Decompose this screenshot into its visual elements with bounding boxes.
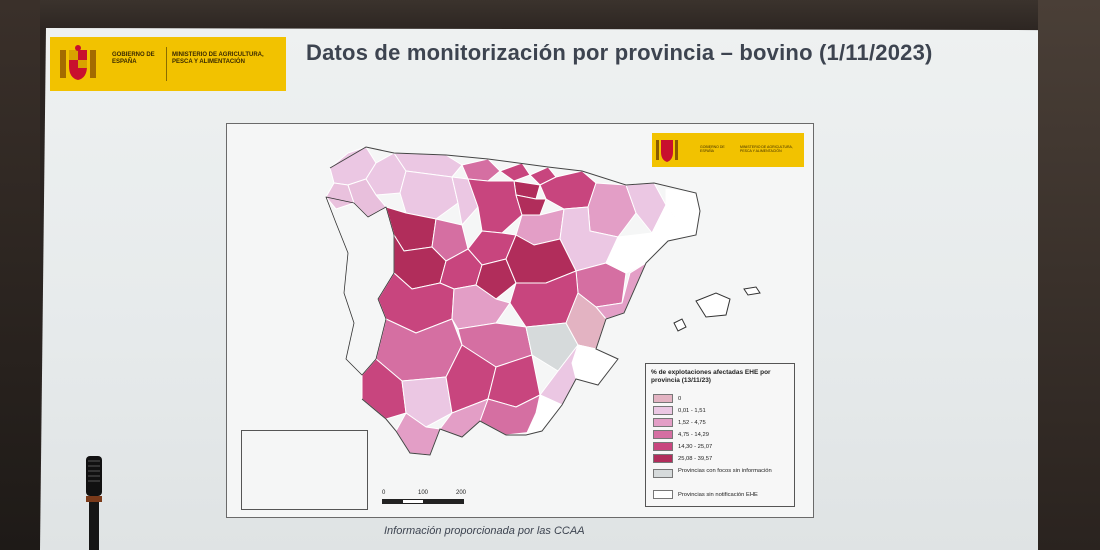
province-pontevedra (325, 182, 355, 210)
room-background-right (1038, 0, 1100, 550)
province-alicante (571, 344, 619, 386)
legend-swatch (653, 454, 673, 463)
portugal-outline (325, 196, 395, 376)
room-background-top (0, 0, 1100, 30)
legend-swatch (653, 490, 673, 499)
banner-divider (166, 47, 167, 81)
province-toledo (451, 284, 511, 330)
map-scale-bar: 0 100 200 (382, 490, 482, 510)
scale-tick-0: 0 (382, 490, 386, 496)
island-menorca (743, 286, 761, 296)
legend-title: % de explotaciones afectadas EHE por pro… (651, 369, 771, 384)
legend-item: 4,75 - 14,29 (653, 430, 709, 439)
island-ibiza (673, 318, 687, 332)
province-cantabria (461, 158, 501, 182)
source-footnote: Información proporcionada por las CCAA (384, 525, 585, 537)
room-background-left (0, 0, 40, 550)
microphone-icon (86, 456, 102, 550)
legend-swatch (653, 394, 673, 403)
province-sevilla (401, 376, 453, 428)
legend-item: 14,30 - 25,07 (653, 442, 712, 451)
banner-government-label: GOBIERNO DE ESPAÑA (112, 52, 155, 65)
map-government-banner: GOBIERNO DE ESPAÑA MINISTERIO DE AGRICUL… (652, 133, 804, 167)
scale-bar-graphic (382, 499, 464, 504)
map-legend: % de explotaciones afectadas EHE por pro… (645, 363, 795, 507)
province-la-rioja (515, 194, 547, 216)
island-mallorca (695, 292, 731, 318)
canary-islands-inset (241, 430, 368, 510)
province-vizcaya (499, 162, 531, 182)
banner-ministry-label: MINISTERIO DE AGRICULTURA, PESCA Y ALIME… (172, 52, 264, 65)
scale-tick-100: 100 (418, 490, 429, 496)
map-banner-government-label: GOBIERNO DE ESPAÑA (700, 145, 725, 153)
map-banner-ministry-label: MINISTERIO DE AGRICULTURA, PESCA Y ALIME… (740, 145, 793, 153)
legend-item: 0 (653, 394, 681, 403)
legend-item: 0,01 - 1,51 (653, 406, 706, 415)
scale-tick-200: 200 (456, 490, 467, 496)
coat-of-arms-icon (60, 45, 96, 80)
legend-item: Provincias con focos sin información (653, 468, 787, 484)
legend-swatch (653, 442, 673, 451)
government-banner: GOBIERNO DE ESPAÑA MINISTERIO DE AGRICUL… (50, 37, 286, 91)
legend-swatch (653, 469, 673, 478)
legend-item: 25,08 - 39,57 (653, 454, 712, 463)
province-leon (399, 170, 459, 220)
legend-swatch (653, 430, 673, 439)
legend-swatch (653, 418, 673, 427)
legend-swatch (653, 406, 673, 415)
slide-title: Datos de monitorización por provincia – … (306, 40, 933, 65)
coat-of-arms-icon (656, 140, 678, 162)
legend-item: Provincias sin notificación EHE (653, 490, 758, 499)
legend-item: 1,52 - 4,75 (653, 418, 706, 427)
